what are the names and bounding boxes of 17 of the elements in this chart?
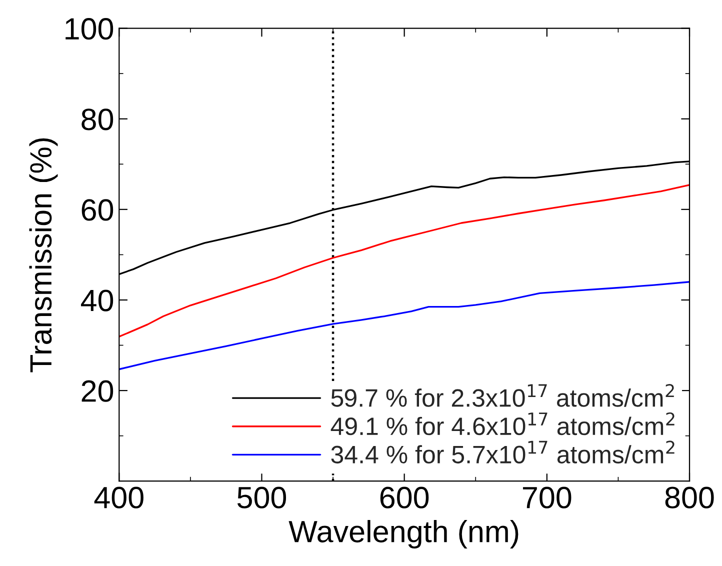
x-tick-label: 400 (94, 486, 144, 508)
x-tick-label: 500 (237, 486, 286, 508)
x-axis-title: Wavelength (nm) (288, 520, 518, 548)
line-series (119, 281, 690, 370)
x-tick-label: 800 (665, 486, 714, 508)
y-axis-title: Transmission (%) (29, 138, 58, 372)
y-tick-label: 100 (66, 18, 114, 40)
y-tick-label: 60 (82, 199, 114, 221)
legend-label: 34.4 % for 5.7x10$^{17}$ atoms/cm$^{2}$ (331, 440, 674, 464)
line-series (119, 184, 690, 338)
x-tick-label: 600 (380, 486, 429, 508)
legend-label: 49.1 % for 4.6x10$^{17}$ atoms/cm$^{2}$ (330, 412, 674, 436)
x-tick-label: 700 (522, 486, 572, 508)
y-tick-label: 40 (80, 290, 114, 312)
y-tick-label: 80 (82, 108, 114, 130)
y-tick-label: 20 (82, 380, 114, 402)
legend-label: 59.7 % for 2.3x10$^{17}$ atoms/cm$^{2}$ (331, 384, 674, 407)
